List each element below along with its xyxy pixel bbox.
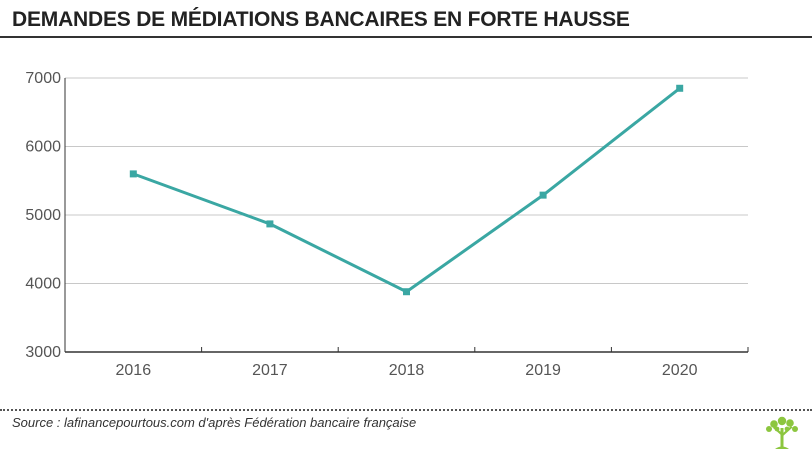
y-tick-label: 5000: [25, 207, 61, 224]
footer-divider: [0, 409, 812, 411]
x-tick-label: 2020: [662, 362, 698, 379]
y-tick-label: 7000: [25, 70, 61, 87]
chart-title: DEMANDES DE MÉDIATIONS BANCAIRES EN FORT…: [12, 8, 630, 31]
x-axis-tick-labels: 2016 2017 2018 2019 2020: [116, 362, 698, 379]
data-point-marker: [266, 220, 274, 228]
title-underline: [0, 36, 812, 38]
x-tick-label: 2016: [116, 362, 152, 379]
series-layer: [129, 84, 684, 296]
data-point-marker: [676, 84, 684, 92]
x-tick-label: 2019: [525, 362, 561, 379]
y-axis-tick-labels: 3000 4000 5000 6000 7000: [25, 70, 61, 361]
x-axis: [64, 78, 749, 353]
data-point-marker: [539, 191, 547, 199]
x-tick-label: 2017: [252, 362, 288, 379]
source-note: Source : lafinancepourtous.com d'après F…: [12, 415, 417, 430]
y-tick-label: 4000: [25, 276, 61, 293]
series-line: [132, 87, 681, 294]
y-tick-label: 6000: [25, 139, 61, 156]
tree-logo-icon: [766, 416, 798, 449]
data-point-marker: [403, 288, 410, 296]
y-tick-label: 3000: [25, 344, 61, 361]
x-tick-label: 2018: [389, 362, 425, 379]
line-chart: 3000 4000 5000 6000 7000 2016 2017 2018 2019 202…: [25, 70, 749, 379]
gridlines: [65, 77, 748, 284]
data-point-marker: [129, 170, 137, 178]
